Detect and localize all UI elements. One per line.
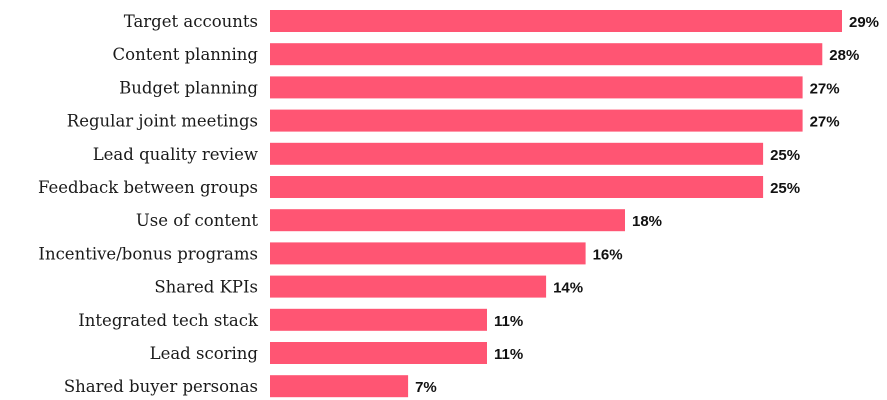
value-label: 27%	[810, 80, 840, 97]
value-label: 28%	[829, 47, 859, 64]
category-label: Budget planning	[119, 78, 258, 97]
category-labels-group: Target accounts Content planning Budget pl…	[38, 12, 259, 396]
value-labels-group: 29% 28% 27% 27% 25% 25% 18% 16% 14% 11% 11% 7%	[415, 14, 879, 396]
value-label: 18%	[632, 213, 662, 230]
category-label: Lead quality review	[93, 145, 258, 164]
bar	[270, 10, 842, 32]
bar	[270, 242, 586, 265]
value-label: 11%	[494, 313, 523, 330]
bar	[270, 109, 803, 132]
bar	[270, 76, 803, 99]
bar	[270, 342, 487, 364]
bar	[270, 43, 823, 66]
category-label: Feedback between groups	[38, 178, 258, 197]
value-label: 25%	[770, 180, 800, 197]
category-label: Incentive/bonus programs	[38, 244, 258, 263]
category-label: Lead scoring	[150, 344, 259, 363]
bar	[270, 176, 764, 198]
category-label: Shared KPIs	[154, 278, 258, 297]
category-label: Regular joint meetings	[67, 112, 258, 131]
value-label: 14%	[553, 280, 583, 297]
category-label: Target accounts	[124, 12, 258, 31]
value-label: 7%	[415, 379, 437, 396]
bar	[270, 275, 547, 298]
category-label: Use of content	[136, 211, 258, 230]
bar	[270, 209, 625, 232]
value-label: 29%	[849, 14, 879, 31]
bar	[270, 142, 764, 165]
value-label: 27%	[810, 114, 840, 131]
bar	[270, 308, 487, 331]
bars-group	[270, 10, 842, 398]
value-label: 25%	[770, 147, 800, 164]
bar	[270, 375, 409, 398]
category-label: Content planning	[113, 45, 259, 64]
value-label: 16%	[593, 246, 623, 263]
category-label: Shared buyer personas	[64, 377, 258, 396]
category-label: Integrated tech stack	[78, 311, 259, 330]
value-label: 11%	[494, 346, 523, 363]
